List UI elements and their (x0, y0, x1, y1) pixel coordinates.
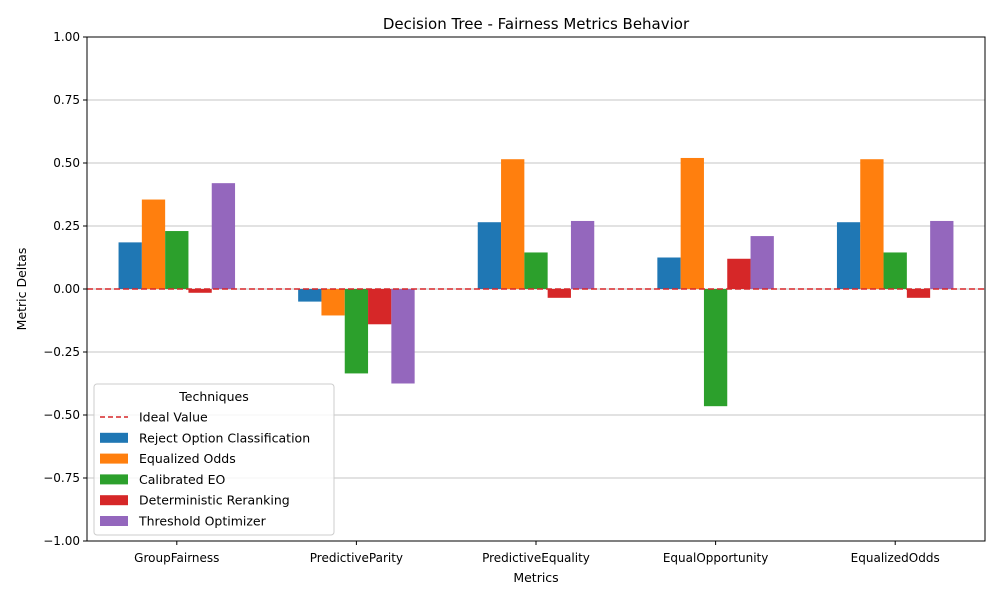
y-tick-label: 1.00 (53, 30, 80, 44)
x-axis: GroupFairness PredictiveParity PredictiveE… (134, 541, 940, 565)
legend-swatch (100, 432, 128, 443)
legend-box (93, 383, 335, 536)
bar (570, 220, 595, 289)
bar (750, 236, 774, 289)
y-tick-label: 0.00 (53, 282, 80, 296)
bars (118, 157, 954, 407)
bar (165, 231, 189, 289)
y-axis: −1.00 −0.75 −0.50 −0.25 0.00 0.25 0.50 0.75 1.00 (43, 30, 87, 548)
bar (727, 258, 751, 289)
bar (477, 222, 502, 289)
y-tick-label: −1.00 (43, 534, 80, 548)
bar (118, 242, 142, 289)
chart-title: Decision Tree - Fairness Metrics Behavio… (383, 15, 690, 33)
bar (524, 252, 548, 289)
bar (211, 183, 236, 289)
bar (188, 289, 212, 293)
y-tick-label: −0.75 (43, 471, 80, 485)
y-tick-label: 0.50 (53, 156, 80, 170)
bar (141, 199, 166, 289)
bar (501, 159, 525, 289)
bar (930, 220, 954, 289)
x-tick-label: PredictiveParity (310, 551, 403, 565)
x-tick-label: GroupFairness (134, 551, 219, 565)
bar (860, 159, 884, 289)
legend-swatch (100, 474, 128, 485)
legend-title: Techniques (178, 389, 248, 404)
legend-item-label: Calibrated EO (139, 472, 225, 487)
bar (368, 289, 392, 325)
bar (906, 289, 931, 298)
legend-item-label: Ideal Value (139, 410, 208, 425)
legend: Techniques Ideal Value Reject Option Class… (93, 383, 335, 536)
y-tick-label: 0.25 (53, 219, 80, 233)
x-tick-label: EqualOpportunity (663, 551, 769, 565)
bar (836, 222, 861, 289)
legend-item-label: Equalized Odds (139, 451, 236, 466)
bar (391, 289, 415, 384)
bar (547, 289, 571, 298)
legend-swatch (100, 516, 128, 526)
y-tick-label: 0.75 (53, 93, 80, 107)
bar (883, 252, 907, 289)
legend-item-label: Deterministic Reranking (139, 493, 290, 508)
y-tick-label: −0.25 (43, 345, 80, 359)
legend-swatch (100, 453, 128, 464)
x-tick-label: EqualizedOdds (851, 551, 940, 565)
legend-item-label: Threshold Optimizer (138, 514, 267, 529)
x-tick-label: PredictiveEquality (482, 551, 590, 565)
bar (321, 289, 345, 316)
x-axis-label: Metrics (513, 570, 558, 585)
bar (657, 257, 681, 289)
y-tick-label: −0.50 (43, 408, 80, 422)
bar (298, 289, 322, 302)
legend-item-label: Reject Option Classification (139, 430, 310, 445)
bar (703, 289, 728, 407)
legend-swatch (100, 495, 128, 506)
bar (344, 289, 369, 374)
bar (680, 157, 704, 289)
y-axis-label: Metric Deltas (14, 248, 29, 331)
